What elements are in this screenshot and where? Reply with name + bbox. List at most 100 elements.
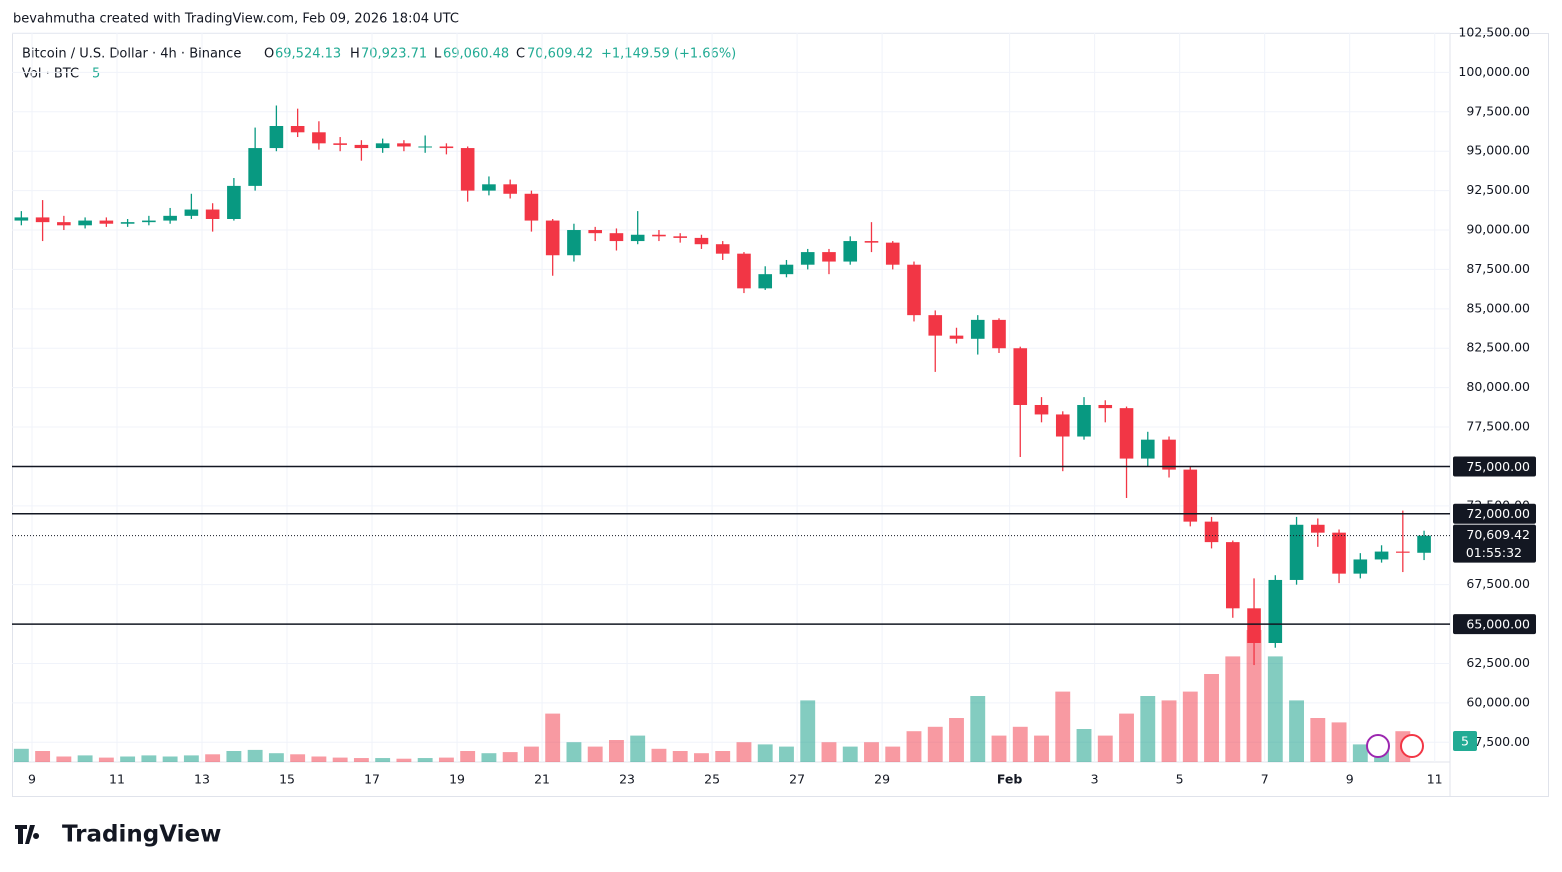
level-label: 65,000.00: [1466, 617, 1530, 632]
x-tick-label: 9: [1346, 772, 1354, 787]
low: 69,060.48: [443, 47, 509, 62]
volume-bar: [1331, 722, 1347, 762]
price-label: 70,609.42: [1466, 527, 1530, 542]
candle-body: [184, 209, 199, 216]
y-tick-label: 80,000.00: [1466, 379, 1530, 394]
candle-body: [1183, 469, 1198, 522]
candle-body: [1332, 532, 1346, 574]
logo-text: TradingView: [62, 822, 221, 848]
volume-bar: [949, 718, 964, 762]
x-tick-label: 5: [1176, 772, 1184, 787]
volume-bar: [864, 742, 879, 762]
x-tick-label: 27: [789, 772, 805, 787]
y-tick-label: 102,500.00: [1458, 25, 1530, 40]
candle-body: [99, 220, 114, 224]
x-tick-label: 13: [194, 772, 210, 787]
candle-body: [1225, 542, 1240, 609]
y-tick-label: 92,500.00: [1466, 182, 1530, 197]
candle-body: [482, 184, 496, 191]
volume-value: 5: [92, 67, 100, 82]
volume-bar: [1161, 700, 1177, 762]
volume-bar: [651, 748, 667, 762]
candle-body: [1162, 439, 1176, 470]
candle-body: [354, 144, 369, 149]
candle-body: [290, 125, 305, 133]
candle-body: [142, 220, 156, 223]
l-label: L: [434, 47, 442, 62]
volume-bar: [523, 746, 539, 762]
close: 70,609.42: [527, 47, 593, 62]
candle-body: [1374, 551, 1389, 560]
header: bevahmutha created with TradingView.com,…: [13, 12, 459, 27]
icon-flag[interactable]: [1400, 734, 1424, 758]
candle-body: [1204, 521, 1219, 543]
volume-bar: [77, 755, 93, 762]
candle-body: [333, 143, 347, 145]
candle-body: [14, 217, 29, 221]
candle-body: [35, 217, 50, 223]
volume-bar: [885, 746, 901, 762]
y-tick-label: 90,000.00: [1466, 222, 1530, 237]
volume-bar: [502, 752, 518, 762]
volume-bar: [1119, 713, 1134, 762]
candle-body: [1311, 524, 1325, 533]
candle-body: [227, 185, 241, 219]
candle-body: [630, 234, 645, 242]
icon-lightning[interactable]: [1366, 734, 1390, 758]
volume-bar: [162, 756, 178, 762]
candle-body: [885, 242, 900, 265]
volume-bar: [587, 746, 603, 762]
candle-body: [163, 215, 177, 221]
volume-bar: [1352, 744, 1368, 762]
candle-body: [652, 234, 666, 237]
level-badge: [1453, 503, 1536, 524]
candle-body: [418, 146, 432, 148]
candle-body: [1353, 559, 1368, 574]
candle-body: [1098, 404, 1113, 409]
volume-bar: [1204, 674, 1219, 762]
candle-body: [588, 230, 602, 234]
candle-body: [78, 220, 92, 226]
candle-body: [57, 222, 71, 226]
candle-body: [758, 274, 773, 289]
y-tick-label: 77,500.00: [1466, 419, 1530, 434]
volume-bar: [13, 748, 29, 762]
volume-bar: [800, 700, 816, 762]
candle-body: [205, 209, 220, 219]
volume-bar: [417, 758, 433, 762]
y-tick-label: 87,500.00: [1466, 261, 1530, 276]
volume-bar: [1246, 630, 1262, 762]
volume-badge-label: 5: [1461, 734, 1469, 749]
candle-body: [460, 148, 475, 191]
candle-body: [907, 264, 921, 316]
volume-bar: [332, 757, 348, 762]
volume-title: Vol · BTC: [22, 67, 79, 82]
volume-bar: [396, 758, 412, 762]
y-tick-label: 82,500.00: [1466, 340, 1530, 355]
volume-bar: [375, 758, 391, 762]
volume-bar: [757, 744, 773, 762]
volume-bar: [779, 746, 794, 762]
symbol: Bitcoin / U.S. Dollar · 4h · Binance: [22, 47, 241, 62]
level-badge: [1453, 614, 1536, 635]
candle-body: [864, 241, 879, 243]
high: 70,923.71: [361, 47, 427, 62]
candle-body: [1055, 414, 1070, 437]
volume-bar: [1034, 735, 1049, 762]
candle-body: [1140, 439, 1155, 459]
volume-bar: [842, 746, 858, 762]
volume-bar: [821, 742, 837, 762]
candle-body: [312, 132, 326, 144]
volume-bar: [56, 756, 72, 762]
y-tick-label: 100,000.00: [1458, 64, 1530, 79]
x-tick-label: 9: [28, 772, 36, 787]
y-tick-label: 95,000.00: [1466, 143, 1530, 158]
volume-bar: [609, 740, 624, 762]
h-label: H: [350, 47, 360, 62]
volume-bar: [183, 755, 199, 762]
candle-body: [269, 125, 284, 149]
volume-bar: [226, 751, 242, 762]
y-tick-label: 97,500.00: [1466, 103, 1530, 118]
volume-bar: [694, 753, 709, 762]
